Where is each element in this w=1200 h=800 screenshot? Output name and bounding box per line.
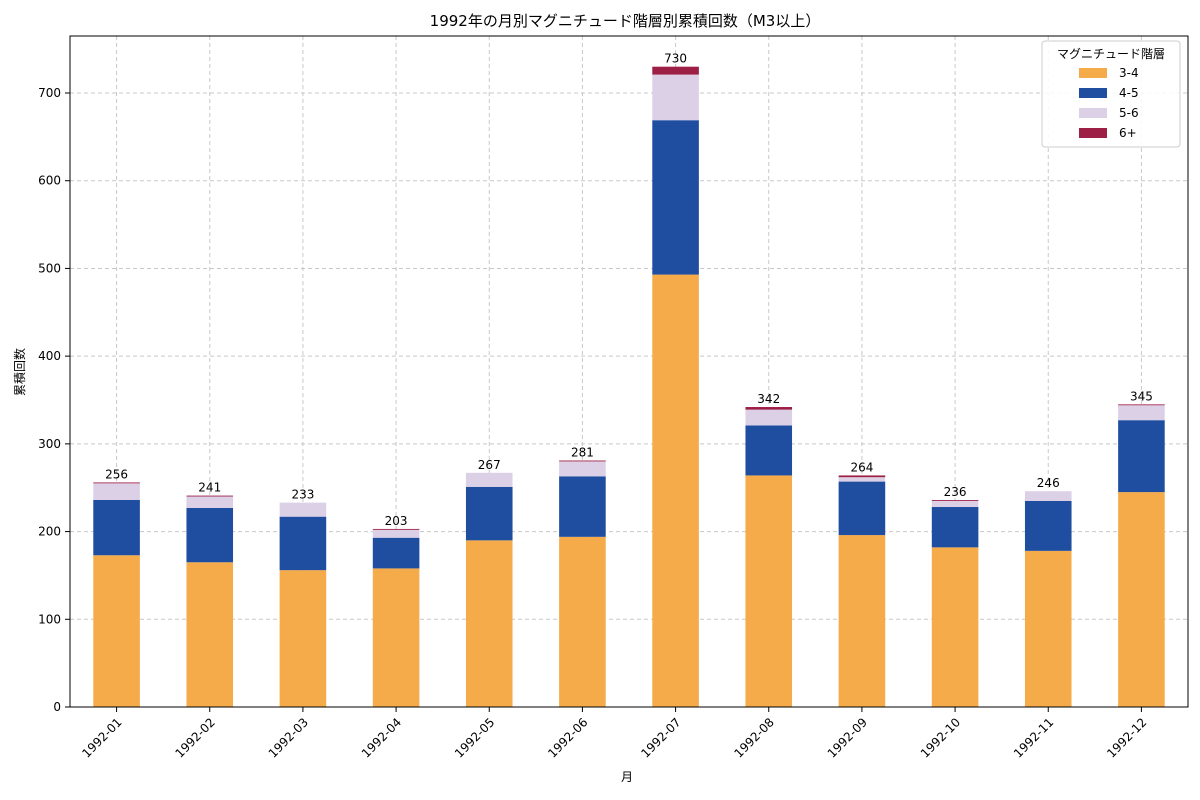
bar-segment [559,476,606,537]
total-label: 267 [478,458,501,472]
bar-segment [652,274,699,707]
y-tick-label: 600 [38,174,61,188]
total-label: 281 [571,446,594,460]
total-labels: 256 241 233 203 267 281 730 342 264 236 246 345 [105,52,1153,528]
x-tick-label: 1992-11 [1011,715,1056,760]
legend-label: 5-6 [1119,106,1139,120]
bar-segment [1024,500,1072,551]
legend-swatch [1079,128,1107,138]
y-axis-ticks: 0 100 200 300 400 500 600 700 [38,86,70,714]
bar-segment [93,555,140,707]
y-axis-label: 累積回数 [12,348,27,396]
legend-swatch [1079,108,1107,118]
bars [93,66,1165,707]
y-tick-label: 0 [53,700,61,714]
total-label: 345 [1130,389,1153,403]
legend-label: 6+ [1119,126,1137,140]
x-tick-label: 1992-05 [452,715,497,760]
y-tick-label: 400 [38,349,61,363]
bar-segment [745,407,793,410]
total-label: 342 [757,392,780,406]
bar-segment [745,409,793,426]
bar-segment [931,547,979,707]
bar-segment [1118,420,1165,493]
bar-segment [1118,404,1165,406]
x-tick-label: 1992-10 [918,715,963,760]
bar-segment [279,516,327,571]
x-tick-label: 1992-03 [266,715,311,760]
bar-segment [559,461,606,477]
bar-segment [186,495,234,497]
bar-segment [931,500,979,508]
bar-segment [186,507,234,563]
total-label: 203 [385,514,408,528]
y-tick-label: 700 [38,86,61,100]
total-label: 233 [291,488,314,502]
bar-segment [93,499,140,556]
total-label: 246 [1037,476,1060,490]
x-tick-label: 1992-04 [359,715,404,760]
x-tick-label: 1992-08 [732,715,777,760]
bar-segment [652,66,699,75]
bar-segment [1118,405,1165,421]
bar-segment [652,74,699,121]
bar-segment [372,529,420,538]
bar-segment [652,120,699,275]
bar-segment [838,477,886,482]
x-tick-label: 1992-01 [79,715,124,760]
y-tick-label: 300 [38,437,61,451]
bar-segment [838,535,886,707]
legend-swatch [1079,88,1107,98]
bar-segment [186,496,234,508]
grid-lines [70,36,1188,708]
x-axis-label: 月 [621,770,633,784]
bar-segment [745,475,793,707]
bar-segment [745,425,793,476]
x-tick-label: 1992-06 [545,715,590,760]
bar-segment [1024,491,1072,501]
legend: マグニチュード階層 3-4 4-5 5-6 6+ [1041,40,1181,148]
legend-box [1041,40,1181,148]
bar-segment [93,482,140,484]
bar-segment [465,486,513,541]
bar-segment [186,562,234,707]
y-tick-label: 500 [38,261,61,275]
bar-segment [279,570,327,707]
bar-segment [838,475,886,478]
total-label: 236 [944,485,967,499]
legend-label: 4-5 [1119,86,1139,100]
total-label: 264 [850,460,873,474]
bar-segment [1118,492,1165,707]
x-tick-label: 1992-09 [825,715,870,760]
plot-frame [69,35,1189,708]
x-axis-ticks: 1992-01 1992-02 1992-03 1992-04 1992-05 1992-… [79,707,1150,761]
chart-title: 1992年の月別マグニチュード階層別累積回数（M3以上） [430,12,821,30]
legend-title: マグニチュード階層 [1057,46,1165,61]
y-tick-label: 100 [38,612,61,626]
bar-segment [372,528,420,530]
bar-segment [931,507,979,548]
bar-segment [838,481,886,536]
bar-segment [372,568,420,707]
bar-segment [372,537,420,569]
bar-segment [1024,550,1072,707]
bar-segment [465,472,513,487]
total-label: 241 [198,481,221,495]
legend-label: 3-4 [1119,66,1139,80]
x-tick-label: 1992-12 [1104,715,1149,760]
bar-segment [279,502,327,517]
total-label: 730 [664,52,687,66]
bar-segment [931,499,979,501]
bar-segment [465,540,513,707]
x-tick-label: 1992-02 [173,715,218,760]
x-tick-label: 1992-07 [638,715,683,760]
bar-segment [93,483,140,500]
legend-items: 3-4 4-5 5-6 6+ [1079,66,1139,140]
bar-segment [559,536,606,707]
total-label: 256 [105,467,128,481]
y-tick-label: 200 [38,525,61,539]
legend-swatch [1079,68,1107,78]
bar-segment [559,460,606,462]
